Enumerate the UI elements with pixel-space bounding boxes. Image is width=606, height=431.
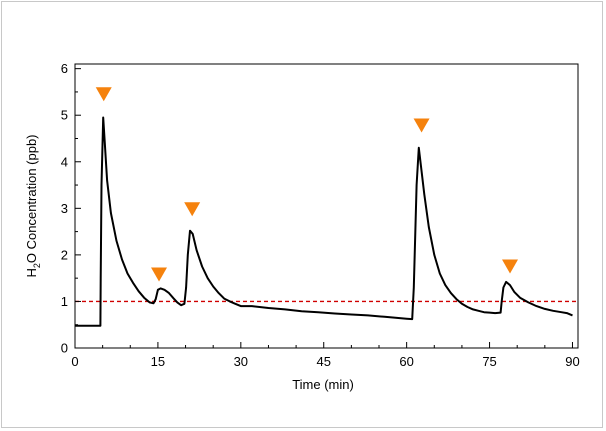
plot-area-border: [74, 63, 579, 349]
peak-marker-2: [151, 267, 168, 282]
y-tick-label-4: 4: [61, 154, 68, 169]
y-axis-title-pre: H: [24, 268, 39, 277]
svg-text:H2O Concentration (ppb): H2O Concentration (ppb): [24, 134, 42, 277]
y-tick-label-3: 3: [61, 201, 68, 216]
y-tick-label-5: 5: [61, 108, 68, 123]
x-tick-label-45: 45: [317, 354, 331, 369]
x-tick-label-0: 0: [71, 354, 78, 369]
x-tick-label-30: 30: [234, 354, 248, 369]
x-tick-label-60: 60: [399, 354, 413, 369]
y-axis-title: H2O Concentration (ppb): [24, 134, 42, 277]
peak-marker-5: [502, 259, 519, 274]
y-axis-title-post: O Concentration (ppb): [24, 134, 39, 263]
y-tick-label-1: 1: [61, 294, 68, 309]
x-tick-label-75: 75: [482, 354, 496, 369]
peak-marker-3: [184, 202, 201, 217]
series-line-1: [75, 116, 573, 327]
x-axis-title: Time (min): [292, 377, 354, 392]
peak-marker-1: [95, 87, 112, 102]
peak-marker-4: [413, 118, 430, 133]
x-tick-label-15: 15: [151, 354, 165, 369]
x-tick-label-90: 90: [565, 354, 579, 369]
y-tick-label-6: 6: [61, 61, 68, 76]
y-tick-label-0: 0: [61, 341, 68, 356]
y-axis-title-sub: 2: [32, 263, 42, 268]
y-tick-label-2: 2: [61, 247, 68, 262]
